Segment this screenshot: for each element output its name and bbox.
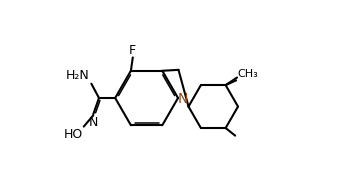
Text: F: F <box>129 44 136 56</box>
Text: H₂N: H₂N <box>66 69 90 82</box>
Text: N: N <box>89 116 98 129</box>
Text: HO: HO <box>64 128 83 141</box>
Text: CH₃: CH₃ <box>237 69 258 79</box>
Text: N: N <box>177 92 188 106</box>
